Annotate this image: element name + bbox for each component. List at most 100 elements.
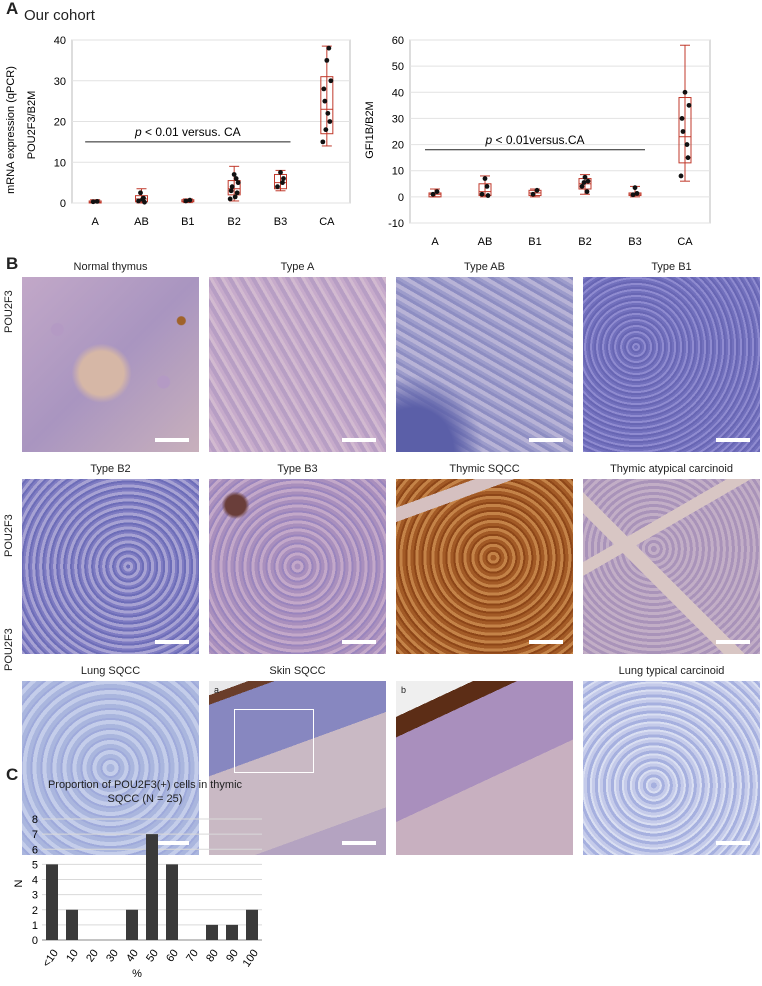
data-point: [630, 192, 636, 198]
caption-lung-typical-carcinoid: Lung typical carcinoid: [618, 665, 725, 677]
bar: [206, 924, 218, 940]
data-point: [534, 187, 540, 193]
y-tick-label: 20: [392, 140, 404, 152]
data-point: [530, 191, 536, 197]
x-tick-label: 50: [144, 947, 161, 964]
data-point: [632, 185, 638, 191]
x-tick-label: A: [431, 236, 439, 248]
y-tick-label: 0: [60, 198, 66, 210]
data-point: [326, 45, 332, 51]
data-point: [680, 129, 686, 134]
data-point: [278, 170, 283, 175]
y-tick-label: 60: [392, 35, 404, 47]
data-point: [234, 190, 240, 196]
x-axis-label: %: [132, 968, 142, 980]
inset-box: [234, 709, 314, 773]
chart-c-title-line2: SQCC (N = 25): [107, 793, 183, 805]
tile-skin-sqcc-b: b: [396, 681, 573, 855]
scale-bar: [342, 841, 376, 845]
y-tick-label: 7: [32, 829, 38, 841]
y-tick-label: 0: [398, 192, 404, 204]
x-tick-label: 20: [84, 947, 101, 964]
x-tick-label: B2: [578, 236, 591, 248]
caption-type-b2: Type B2: [90, 463, 131, 475]
scale-bar: [342, 438, 376, 442]
scale-bar: [342, 640, 376, 644]
x-tick-label: 100: [241, 947, 261, 969]
y-tick-label: 0: [32, 935, 38, 947]
x-tick-label: B2: [227, 216, 240, 228]
tile-skin-sqcc-a: a: [209, 681, 386, 855]
data-point: [678, 173, 684, 179]
y-axis-label: N: [13, 879, 25, 887]
x-tick-label: A: [91, 216, 99, 228]
x-tick-label: B3: [274, 216, 287, 228]
data-point: [94, 198, 100, 204]
data-point: [228, 188, 234, 194]
proportion-bar-chart: 0 1 2 3 4 5 6 7 8 <10 10 20 30 40 50 60 70 80 90 100 N%: [13, 814, 262, 980]
data-point: [579, 184, 585, 189]
row-label-3: POU2F3: [3, 628, 15, 671]
caption-skin-sqcc: Skin SQCC: [269, 665, 326, 677]
data-point: [325, 110, 331, 116]
data-point: [233, 176, 239, 181]
bar: [66, 909, 78, 940]
bar: [146, 834, 158, 940]
y-tick-label: 8: [32, 814, 38, 826]
y-tick-label: 30: [392, 113, 404, 125]
data-point: [235, 180, 241, 186]
bar: [126, 909, 138, 940]
caption-normal-thymus: Normal thymus: [73, 261, 148, 273]
y-tick-label: 10: [54, 157, 66, 169]
data-point: [281, 176, 286, 181]
chart-c-title-line1: Proportion of POU2F3(+) cells in thymic: [47, 779, 243, 791]
caption-type-b3: Type B3: [277, 463, 318, 475]
bar: [226, 924, 238, 940]
scale-bar: [716, 640, 750, 644]
tile-type-a: [209, 277, 386, 452]
box: [678, 97, 692, 164]
data-point: [328, 78, 334, 84]
y-tick-label: 50: [392, 61, 404, 73]
y-tick-label: 30: [54, 76, 66, 88]
x-tick-label: <10: [40, 947, 61, 969]
x-tick-label: 70: [184, 947, 201, 964]
y-tick-label: 1: [32, 920, 38, 932]
panel-letter-b: B: [6, 254, 19, 273]
sub-label-a: a: [214, 685, 220, 695]
data-point: [686, 102, 692, 108]
scale-bar: [155, 640, 189, 644]
caption-lung-sqcc: Lung SQCC: [80, 665, 141, 677]
data-point: [136, 198, 141, 204]
significance-annotation: p < 0.01 versus. CA: [134, 125, 241, 139]
x-tick-label: AB: [134, 216, 149, 228]
x-tick-label: 10: [64, 947, 81, 964]
bar: [166, 864, 178, 940]
x-tick-label: CA: [319, 216, 335, 228]
caption-thymic-atypical-carcinoid: Thymic atypical carcinoid: [610, 463, 733, 475]
data-point: [585, 178, 591, 184]
data-point: [634, 191, 640, 196]
scale-bar: [155, 841, 189, 845]
y-tick-label: 6: [32, 844, 38, 856]
y-axis-label: GFI1B/B2M: [364, 101, 376, 158]
data-point: [140, 196, 145, 202]
data-point: [320, 139, 326, 145]
data-point: [280, 180, 285, 186]
box: [478, 183, 492, 197]
x-tick-label: 40: [124, 947, 141, 964]
data-point: [682, 89, 688, 95]
tile-normal-thymus: [22, 277, 199, 452]
y-tick-label: 10: [392, 166, 404, 178]
tile-type-b1: [583, 277, 760, 452]
box: [320, 76, 334, 135]
row-label-2: POU2F3: [3, 514, 15, 557]
data-point: [430, 191, 436, 197]
data-point: [322, 98, 328, 104]
x-tick-label: B1: [181, 216, 194, 228]
x-tick-label: 30: [104, 947, 121, 964]
x-tick-label: B3: [628, 236, 641, 248]
x-tick-label: 90: [224, 947, 241, 964]
data-point: [484, 184, 490, 189]
data-point: [479, 191, 485, 197]
